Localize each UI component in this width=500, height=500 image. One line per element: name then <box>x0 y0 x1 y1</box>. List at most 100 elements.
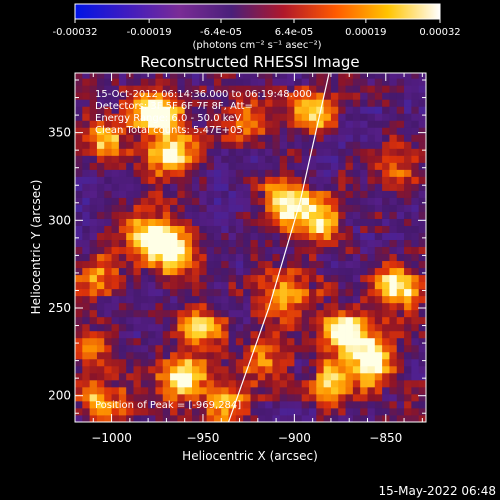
heatmap-cell <box>411 372 420 381</box>
heatmap-cell <box>206 379 215 388</box>
heatmap-cell <box>235 148 244 156</box>
heatmap-cell <box>272 379 281 388</box>
heatmap-cell <box>250 225 259 233</box>
heatmap-cell <box>148 267 156 276</box>
heatmap-cell <box>133 148 142 156</box>
heatmap-cell <box>389 344 398 353</box>
heatmap-cell <box>126 92 134 100</box>
heatmap-cell <box>374 379 383 388</box>
heatmap-cell <box>330 309 339 318</box>
heatmap-cell <box>184 400 193 409</box>
heatmap-cell <box>250 218 259 226</box>
heatmap-cell <box>396 106 405 114</box>
heatmap-cell <box>126 169 134 177</box>
heatmap-cell <box>177 120 186 128</box>
heatmap-cell <box>243 344 251 353</box>
heatmap-cell <box>360 127 368 135</box>
heatmap-cell <box>367 288 376 297</box>
heatmap-cell <box>162 344 171 353</box>
heatmap-cell <box>140 148 149 156</box>
heatmap-cell <box>301 211 310 219</box>
heatmap-cell <box>206 218 215 226</box>
heatmap-cell <box>360 253 368 262</box>
heatmap-cell <box>235 92 244 100</box>
heatmap-cell <box>243 246 251 255</box>
heatmap-cell <box>148 120 156 128</box>
heatmap-cell <box>243 176 251 184</box>
heatmap-cell <box>345 218 354 226</box>
heatmap-cell <box>287 386 295 395</box>
heatmap-cell <box>418 379 426 388</box>
heatmap-cell <box>148 169 156 177</box>
heatmap-cell <box>382 120 390 128</box>
heatmap-cell <box>294 407 303 416</box>
heatmap-cell <box>118 281 127 290</box>
heatmap-cell <box>213 169 222 177</box>
heatmap-cell <box>374 148 383 156</box>
heatmap-cell <box>140 134 149 142</box>
heatmap-cell <box>213 183 222 191</box>
heatmap-cell <box>206 225 215 233</box>
heatmap-cell <box>272 134 281 142</box>
heatmap-cell <box>89 281 98 290</box>
heatmap-cell <box>301 73 310 79</box>
heatmap-cell <box>213 106 222 114</box>
heatmap-cell <box>162 407 171 416</box>
heatmap-cell <box>411 239 420 248</box>
heatmap-cell <box>404 134 412 142</box>
heatmap-cell <box>89 155 98 163</box>
heatmap-cell <box>118 253 127 262</box>
heatmap-cell <box>75 232 83 241</box>
heatmap-cell <box>418 407 426 416</box>
heatmap-cell <box>316 337 325 346</box>
heatmap-cell <box>330 407 339 416</box>
heatmap-cell <box>111 414 120 422</box>
heatmap-cell <box>177 141 186 149</box>
heatmap-cell <box>235 134 244 142</box>
heatmap-cell <box>148 113 156 121</box>
heatmap-cell <box>316 141 325 149</box>
heatmap-cell <box>104 148 112 156</box>
heatmap-cell <box>118 267 127 276</box>
heatmap-cell <box>360 414 368 422</box>
heatmap-cell <box>338 393 346 402</box>
heatmap-cell <box>221 204 229 212</box>
heatmap-cell <box>104 400 112 409</box>
heatmap-cell <box>170 309 178 318</box>
heatmap-cell <box>279 127 288 135</box>
heatmap-cell <box>374 407 383 416</box>
heatmap-cell <box>221 120 229 128</box>
heatmap-cell <box>104 309 112 318</box>
heatmap-cell <box>184 141 193 149</box>
heatmap-cell <box>301 141 310 149</box>
heatmap-cell <box>404 400 412 409</box>
heatmap-cell <box>228 148 237 156</box>
heatmap-cell <box>213 295 222 304</box>
heatmap-cell <box>155 414 164 422</box>
heatmap-cell <box>367 344 376 353</box>
heatmap-cell <box>235 365 244 374</box>
heatmap-cell <box>89 176 98 184</box>
heatmap-cell <box>96 169 105 177</box>
heatmap-cell <box>396 372 405 381</box>
heatmap-cell <box>294 309 303 318</box>
heatmap-cell <box>228 309 237 318</box>
heatmap-cell <box>396 176 405 184</box>
heatmap-cell <box>162 211 171 219</box>
heatmap-cell <box>338 78 346 86</box>
heatmap-cell <box>323 400 332 409</box>
heatmap-cell <box>221 85 229 93</box>
heatmap-cell <box>162 232 171 241</box>
heatmap-cell <box>126 99 134 107</box>
heatmap-cell <box>104 253 112 262</box>
heatmap-cell <box>140 260 149 269</box>
heatmap-cell <box>162 197 171 205</box>
heatmap-cell <box>140 358 149 367</box>
heatmap-cell <box>192 106 200 114</box>
heatmap-cell <box>338 253 346 262</box>
heatmap-cell <box>104 92 112 100</box>
heatmap-cell <box>250 78 259 86</box>
heatmap-cell <box>148 393 156 402</box>
heatmap-cell <box>323 141 332 149</box>
heatmap-cell <box>360 344 368 353</box>
